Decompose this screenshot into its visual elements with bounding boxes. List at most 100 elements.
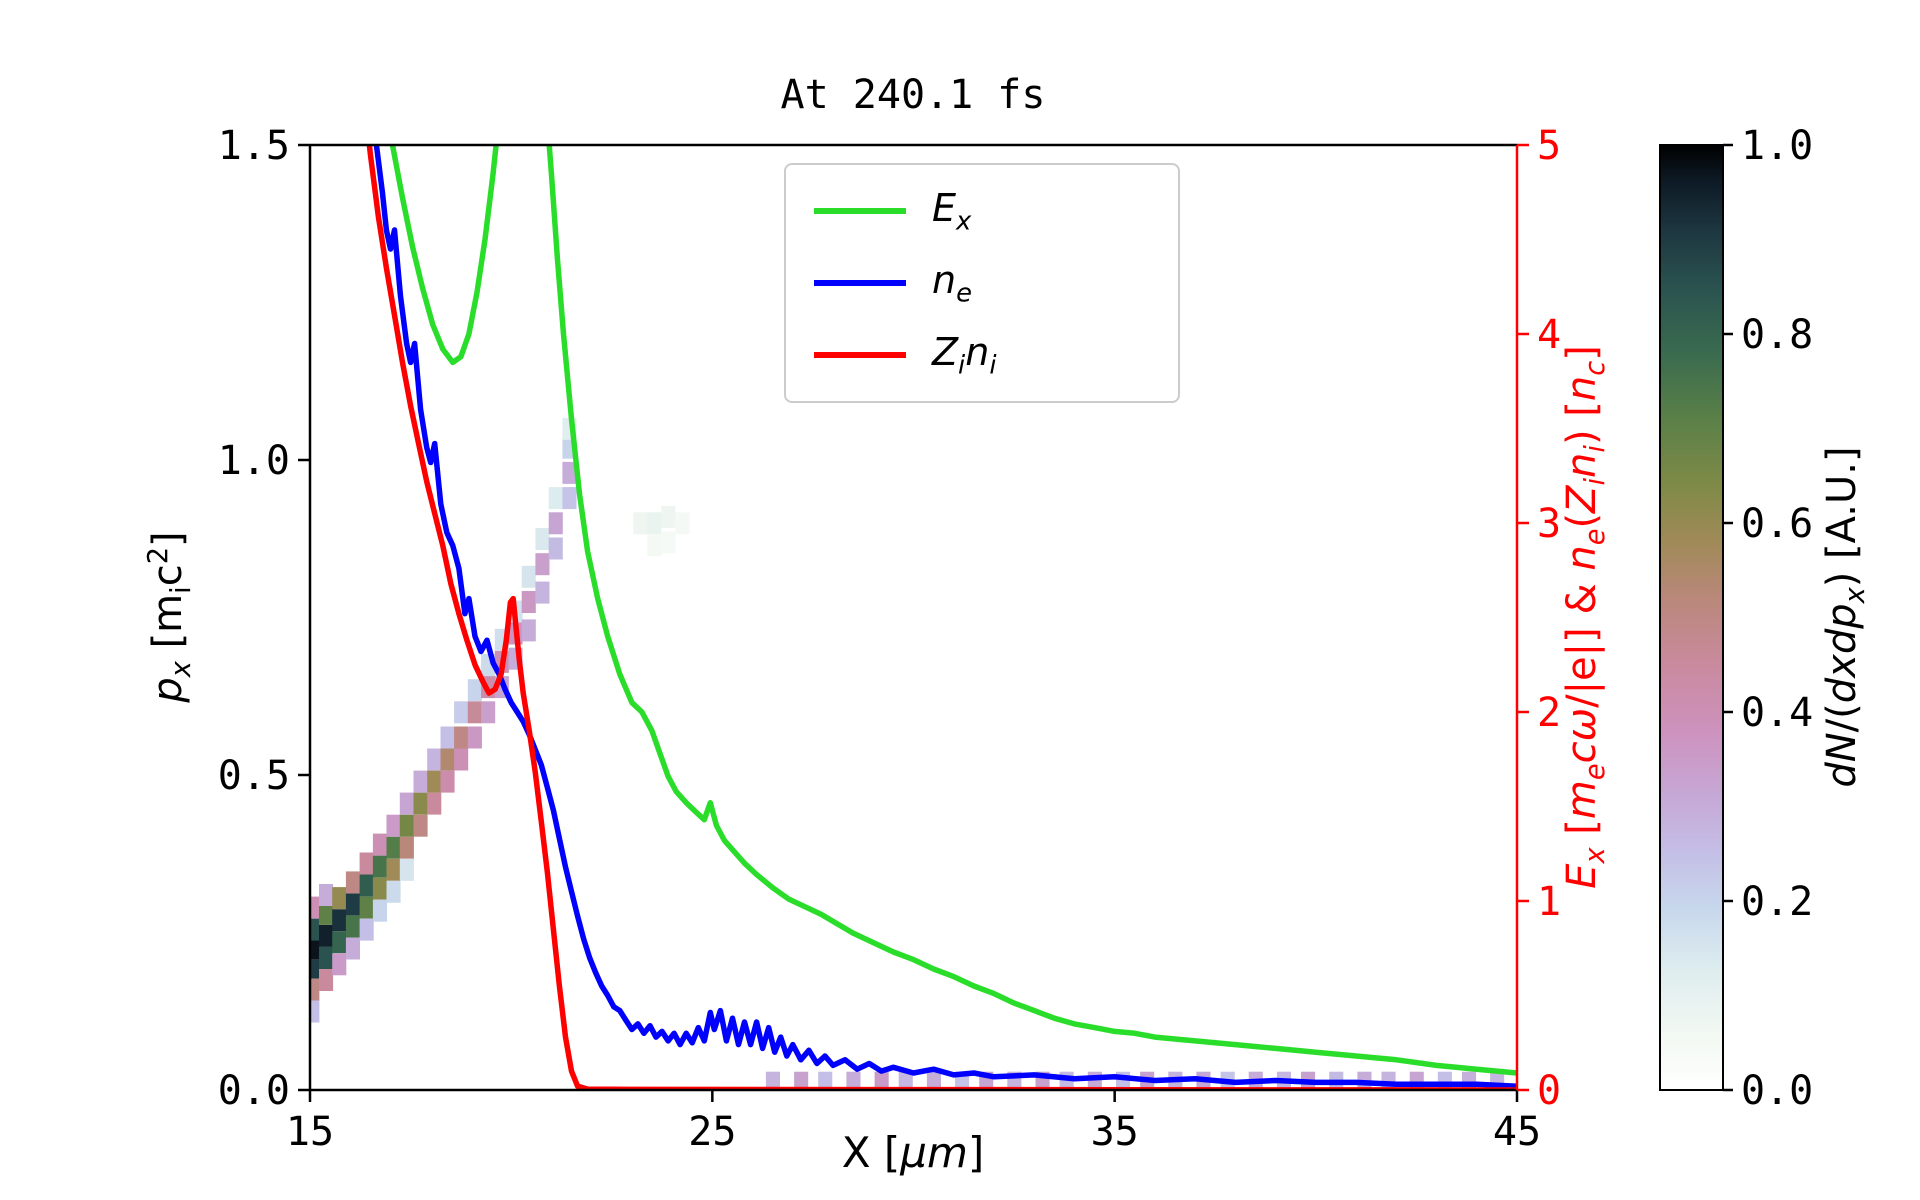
heatmap-cell (413, 792, 428, 815)
heatmap-cell (818, 1071, 833, 1090)
legend-entry-ne: ne (814, 257, 1150, 309)
heatmap-cell (440, 726, 455, 749)
heatmap-cell (319, 924, 334, 947)
heatmap-cell (427, 792, 442, 815)
y-right-tick-label: 2 (1537, 690, 1561, 736)
heatmap-layer (310, 417, 1505, 1090)
heatmap-cell (399, 858, 414, 881)
y-right-tick-label: 4 (1537, 312, 1561, 358)
heatmap-cell (345, 871, 360, 894)
heatmap-cell (481, 701, 496, 724)
heatmap-cell (319, 902, 334, 925)
heatmap-cell (467, 679, 482, 702)
legend-label-zini: Zini (932, 329, 997, 381)
heatmap-cell (359, 896, 374, 919)
heatmap-cell (633, 512, 648, 535)
heatmap-cell (454, 748, 469, 771)
legend-label-ne: ne (932, 257, 972, 309)
heatmap-cell (562, 461, 577, 484)
colorbar (1659, 144, 1724, 1091)
x-tick-label: 35 (1091, 1109, 1139, 1155)
legend-line-zini (814, 352, 906, 358)
heatmap-cell (535, 553, 550, 576)
y-left-tick-label: 0.5 (218, 753, 290, 799)
series-line-ne (373, 145, 1517, 1089)
heatmap-cell (454, 726, 469, 749)
y-left-tick-label: 1.5 (218, 123, 290, 169)
heatmap-cell (359, 918, 374, 941)
heatmap-cell (319, 884, 334, 906)
series-line-Ex (389, 145, 1517, 1076)
colorbar-tick-label: 0.2 (1741, 879, 1813, 925)
heatmap-cell (467, 701, 482, 724)
heatmap-cell (548, 537, 563, 560)
heatmap-cell (399, 814, 414, 837)
colorbar-tick-label: 0.6 (1741, 501, 1813, 547)
series-layer (366, 145, 1517, 1090)
x-axis-label: X [μm] (841, 1128, 985, 1177)
legend-line-ne (814, 280, 906, 286)
heatmap-cell (926, 1071, 941, 1090)
legend-entry-zini: Zini (814, 329, 1150, 381)
heatmap-cell (675, 512, 690, 535)
legend-line-ex (814, 208, 906, 214)
heatmap-cell (521, 619, 536, 642)
heatmap-cell (310, 918, 320, 941)
heatmap-cell (535, 528, 550, 550)
heatmap-cell (535, 581, 550, 604)
heatmap-cell (548, 487, 563, 510)
legend-entry-ex: Ex (814, 185, 1150, 237)
colorbar-tick-label: 0.0 (1741, 1068, 1813, 1114)
heatmap-cell (332, 931, 347, 954)
heatmap-cell (413, 770, 428, 793)
heatmap-cell (647, 534, 662, 557)
colorbar-tick-label: 1.0 (1741, 123, 1813, 169)
heatmap-cell (548, 512, 563, 535)
y-left-tick-label: 1.0 (218, 438, 290, 484)
heatmap-cell (372, 833, 387, 856)
heatmap-cell (427, 748, 442, 771)
heatmap-cell (399, 836, 414, 859)
heatmap-cell (319, 969, 334, 991)
heatmap-cell (765, 1071, 780, 1090)
y-axis-label-right: Ex [mecω/|e|] & ne(Zini) [nc] (1559, 345, 1611, 889)
y-right-tick-label: 1 (1537, 879, 1561, 925)
heatmap-cell (386, 836, 401, 859)
colorbar-tick-label: 0.8 (1741, 312, 1813, 358)
heatmap-cell (332, 953, 347, 976)
legend-label-ex: Ex (932, 185, 972, 237)
heatmap-cell (332, 887, 347, 910)
heatmap-cell (372, 877, 387, 900)
heatmap-cell (345, 893, 360, 916)
heatmap-cell (521, 565, 536, 588)
heatmap-cell (440, 748, 455, 771)
colorbar-tick-label: 0.4 (1741, 690, 1813, 736)
x-tick-label: 45 (1493, 1109, 1541, 1155)
heatmap-cell (467, 726, 482, 749)
heatmap-cell (413, 814, 428, 837)
heatmap-cell (386, 858, 401, 881)
heatmap-cell (372, 899, 387, 922)
series-line-Zini (366, 145, 1517, 1090)
y-right-tick-label: 3 (1537, 501, 1561, 547)
heatmap-cell (898, 1071, 913, 1090)
heatmap-cell (846, 1071, 861, 1090)
heatmap-cell (661, 531, 676, 554)
y-right-tick-label: 0 (1537, 1068, 1561, 1114)
heatmap-cell (647, 512, 662, 535)
heatmap-cell (386, 880, 401, 903)
y-left-tick-label: 0.0 (218, 1068, 290, 1114)
y-axis-label-left: px [mic2] (142, 531, 198, 703)
heatmap-cell (521, 591, 536, 613)
heatmap-cell (794, 1071, 809, 1090)
colorbar-label: dN/(dxdpx) [A.U.] (1819, 446, 1871, 788)
heatmap-cell (332, 909, 347, 932)
y-right-tick-label: 5 (1537, 123, 1561, 169)
heatmap-cell (359, 852, 374, 875)
heatmap-cell (372, 855, 387, 878)
heatmap-cell (310, 896, 320, 919)
heatmap-cell (310, 978, 320, 1001)
heatmap-cell (345, 915, 360, 938)
